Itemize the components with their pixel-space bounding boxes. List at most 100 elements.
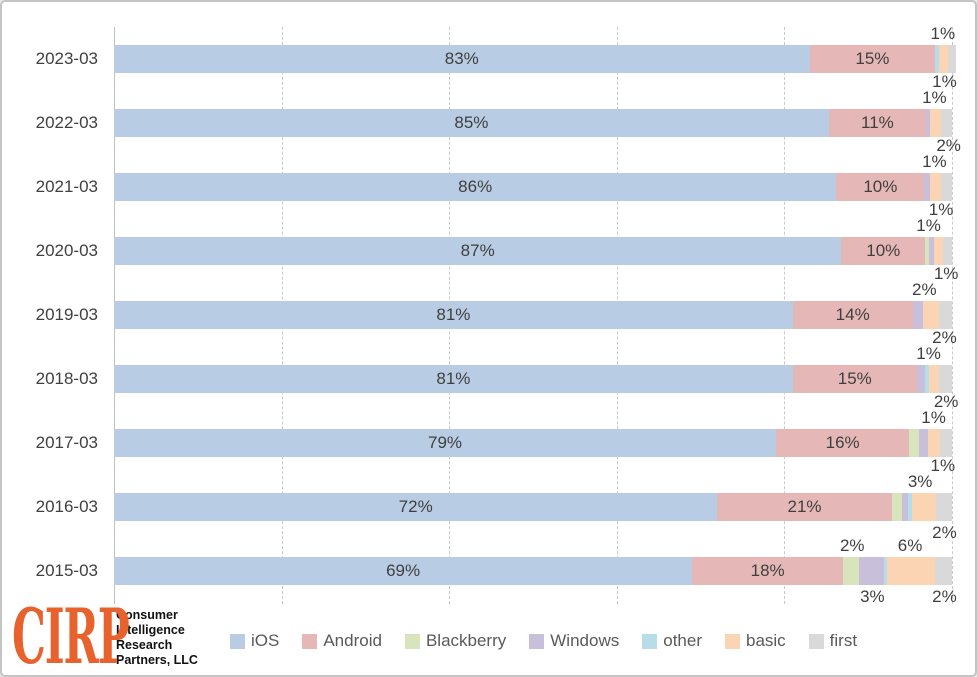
data-label-outside: 2% [932,328,957,347]
bar-segment-iOS: 86% [114,173,837,201]
bar-segment-Windows [924,173,931,201]
bar-segment-iOS: 72% [114,493,718,521]
logo-line-2: Intelligence [116,623,185,637]
bar-segment-other [884,557,887,585]
bar-segment-iOS: 81% [114,301,793,329]
legend-label: other [663,631,702,650]
data-label-outside: 1% [930,456,956,475]
legend-swatch-iOS [230,633,245,649]
legend: iOS Android Blackberry Windows other basic fir… [230,631,857,651]
bar-segment-Blackberry [925,237,929,265]
bar-segment-Android: 11% [828,109,927,137]
bar-segment-Android: 15% [809,45,936,73]
data-label-outside: 1% [933,264,959,283]
bar-segment-Blackberry [909,429,920,457]
data-label-iOS: 83% [444,49,479,68]
data-label-outside: 2% [912,280,937,299]
bar-segment-Windows [926,109,931,137]
logo-line-3: Research [116,638,173,652]
bar-segment-Android: 21% [717,493,892,521]
data-label-outside: 1% [928,200,954,219]
bar-segment-first [947,45,957,73]
data-label-outside: 3% [860,587,885,606]
data-label-Android: 14% [835,305,870,324]
bar-segment-Android: 18% [692,557,844,585]
bar-segment-first [935,557,952,585]
legend-item-other: other [642,631,702,651]
data-label-outside: 1% [922,88,947,107]
y-axis-label: 2017-03 [35,433,98,452]
bar-segment-Windows [858,557,885,585]
bar-segment-first [942,237,952,265]
bar-segment-basic [930,109,942,137]
data-label-outside: 6% [897,536,923,555]
data-label-outside: 2% [933,392,959,411]
y-axis-label: 2018-03 [35,369,98,388]
legend-swatch-basic [724,633,740,649]
data-label-outside: 2% [932,587,957,606]
bar-segment-first [939,301,952,329]
logo-line-1: Consumer [116,608,178,622]
legend-label: first [829,631,858,650]
bar-segment-Android: 10% [836,173,925,201]
bar-segment-iOS: 79% [114,429,777,457]
bar-segment-basic [911,493,937,521]
bar-segment-iOS: 87% [114,237,842,265]
legend-item-basic: basic [724,631,786,651]
data-label-outside: 2% [936,136,961,155]
data-label-outside: 1% [930,24,956,43]
legend-swatch-first [808,633,824,649]
legend-swatch-Android [302,633,318,649]
cirp-logo-mark: CIRP [12,592,130,677]
bar-segment-basic [922,301,940,329]
legend-label: Windows [550,631,620,650]
data-label-outside: 1% [916,344,941,363]
bar-segment-basic [929,365,940,393]
bar-segment-basic [930,173,942,201]
legend-item-first: first [808,631,858,651]
data-label-iOS: 81% [436,369,471,388]
y-axis-label: 2021-03 [35,177,98,196]
data-label-iOS: 69% [386,561,421,580]
y-axis-label: 2020-03 [35,241,98,260]
bar-segment-basic [938,45,948,73]
data-label-iOS: 79% [427,433,463,452]
bar-segment-Android: 10% [841,237,926,265]
data-label-Android: 15% [855,49,890,68]
bar-segment-other [935,45,939,73]
y-axis-label: 2015-03 [35,561,98,580]
data-label-Android: 16% [825,433,860,452]
bar-segment-basic [886,557,936,585]
bar-segment-Blackberry [891,493,902,521]
bar-segment-Android: 16% [776,429,910,457]
bar-segment-other [908,493,912,521]
gridline [952,27,953,604]
legend-label: basic [745,631,786,650]
legend-label: iOS [251,631,280,650]
bar-segment-Android: 14% [792,301,913,329]
legend-item-Windows: Windows [529,631,619,651]
cirp-logo-org-name: Consumer Intelligence Research Partners,… [116,604,198,668]
legend-item-Android: Android [302,631,382,651]
data-label-iOS: 72% [398,497,433,516]
bar-segment-Android: 15% [792,365,917,393]
data-label-outside: 1% [932,72,957,91]
bar-segment-other [925,365,930,393]
y-axis-label: 2022-03 [35,113,98,132]
bar-segment-basic [927,429,941,457]
data-label-Android: 10% [863,177,898,196]
legend-swatch-other [642,633,658,649]
bar-segment-iOS: 81% [114,365,793,393]
data-label-iOS: 86% [458,177,493,196]
y-axis-label: 2016-03 [35,497,98,516]
bar-segment-first [941,109,952,137]
legend-swatch-Blackberry [404,633,420,649]
bar-segment-Windows [916,365,926,393]
bar-segment-Windows [928,237,934,265]
data-label-iOS: 85% [454,113,489,132]
bar-segment-first [940,429,952,457]
data-label-outside: 1% [916,216,941,235]
bar-segment-basic [933,237,943,265]
